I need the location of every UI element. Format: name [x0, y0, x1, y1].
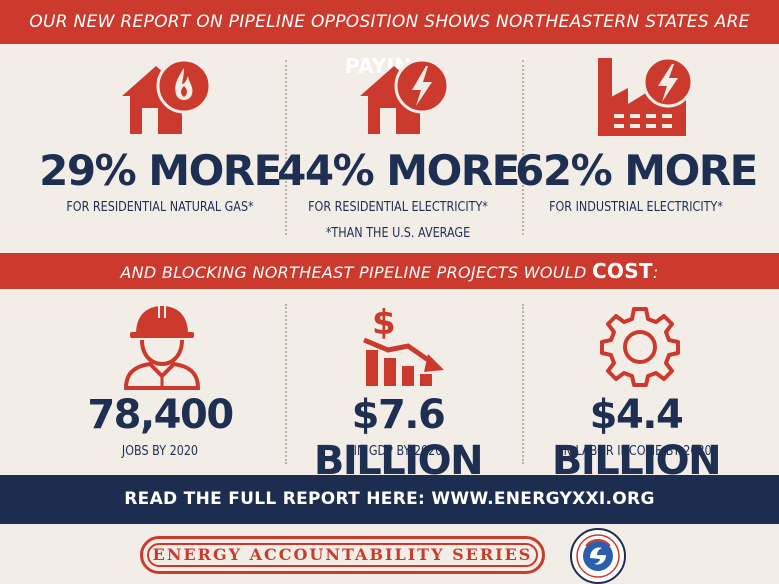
cost-value-labor-income: $4.4 BILLION	[551, 392, 722, 484]
dollar-declining-chart-icon: $	[363, 303, 444, 386]
stat-label-residential-electricity: FOR RESIDENTIAL ELECTRICITY*	[308, 200, 488, 215]
series-badge-text: ENERGY ACCOUNTABILITY SERIES	[152, 545, 533, 564]
cost-label-gdp: IN GDP BY 2020	[353, 444, 443, 459]
header-lead-text: OUR NEW REPORT ON PIPELINE OPPOSITION SH…	[29, 12, 750, 32]
report-link-banner[interactable]: READ THE FULL REPORT HERE: WWW.ENERGYXXI…	[0, 475, 779, 524]
column-divider	[285, 60, 287, 235]
cost-banner-emphasis-text: COST	[591, 259, 653, 283]
stat-value-natural-gas: 29% MORE	[39, 146, 282, 195]
footnote-text: *THAN THE U.S. AVERAGE	[325, 226, 471, 241]
header-banner: OUR NEW REPORT ON PIPELINE OPPOSITION SH…	[0, 0, 779, 78]
cost-label-jobs: JOBS BY 2020	[121, 444, 199, 459]
cost-value-jobs: 78,400	[87, 392, 234, 438]
column-divider	[522, 304, 524, 464]
chamber-seal-icon	[570, 528, 626, 584]
house-lightning-icon	[360, 58, 450, 134]
hardhat-worker-icon	[123, 304, 201, 390]
series-badge: ENERGY ACCOUNTABILITY SERIES	[140, 536, 545, 574]
stat-value-residential-electricity: 44% MORE	[277, 146, 520, 195]
column-divider	[522, 60, 524, 235]
series-badge-inner-border	[147, 543, 538, 567]
cost-banner-lead-text: AND BLOCKING NORTHEAST PIPELINE PROJECTS…	[120, 263, 592, 282]
stat-label-natural-gas: FOR RESIDENTIAL NATURAL GAS*	[66, 200, 254, 215]
column-divider	[285, 304, 287, 464]
gear-icon	[600, 307, 680, 387]
cost-banner: AND BLOCKING NORTHEAST PIPELINE PROJECTS…	[0, 253, 779, 289]
cost-banner-tail-text: :	[652, 263, 659, 282]
svg-text:$: $	[372, 303, 396, 343]
cost-label-labor-income: IN LABOR INCOME BY 2020	[560, 444, 712, 459]
stat-value-industrial-electricity: 62% MORE	[515, 146, 758, 195]
stat-label-industrial-electricity: FOR INDUSTRIAL ELECTRICITY*	[549, 200, 723, 215]
cost-value-gdp: $7.6 BILLION	[313, 392, 484, 484]
house-flame-icon	[122, 58, 212, 134]
factory-lightning-icon	[598, 56, 694, 136]
